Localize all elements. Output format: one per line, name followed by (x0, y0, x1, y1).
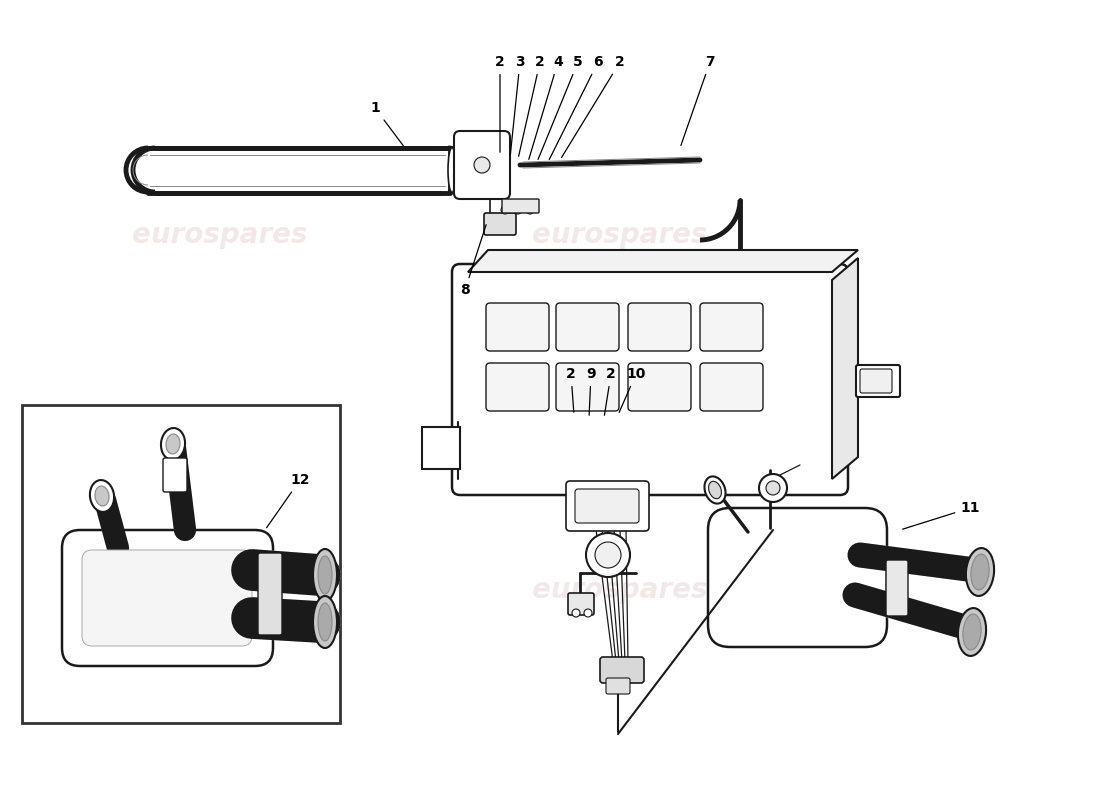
Ellipse shape (318, 556, 332, 594)
FancyBboxPatch shape (502, 199, 539, 213)
FancyBboxPatch shape (82, 550, 252, 646)
Text: 1: 1 (370, 101, 404, 146)
FancyBboxPatch shape (628, 303, 691, 351)
FancyBboxPatch shape (486, 303, 549, 351)
FancyBboxPatch shape (422, 427, 460, 469)
FancyBboxPatch shape (575, 489, 639, 523)
Polygon shape (832, 258, 858, 479)
Text: 2: 2 (495, 55, 505, 152)
Text: 11: 11 (903, 501, 980, 529)
Ellipse shape (958, 608, 986, 656)
FancyBboxPatch shape (886, 560, 907, 616)
FancyBboxPatch shape (62, 530, 273, 666)
FancyBboxPatch shape (163, 458, 187, 492)
Ellipse shape (708, 482, 722, 498)
Circle shape (759, 474, 786, 502)
Text: 8: 8 (460, 225, 486, 297)
Text: eurospares: eurospares (87, 576, 263, 604)
Ellipse shape (318, 603, 332, 641)
Circle shape (572, 609, 580, 617)
FancyBboxPatch shape (568, 593, 594, 615)
FancyBboxPatch shape (700, 303, 763, 351)
Text: eurospares: eurospares (132, 221, 308, 249)
Text: 12: 12 (266, 473, 310, 528)
FancyBboxPatch shape (486, 363, 549, 411)
Ellipse shape (90, 480, 114, 512)
Circle shape (474, 157, 490, 173)
Text: 7: 7 (681, 55, 715, 146)
Text: 2: 2 (561, 55, 625, 158)
FancyBboxPatch shape (452, 264, 848, 495)
Text: eurospares: eurospares (532, 221, 707, 249)
FancyBboxPatch shape (484, 213, 516, 235)
FancyBboxPatch shape (22, 405, 340, 723)
Ellipse shape (971, 554, 989, 590)
Polygon shape (468, 250, 858, 272)
Text: 2: 2 (518, 55, 544, 156)
Ellipse shape (166, 434, 180, 454)
Ellipse shape (161, 428, 185, 460)
Text: 3: 3 (510, 55, 525, 155)
FancyBboxPatch shape (454, 131, 510, 199)
Ellipse shape (95, 486, 109, 506)
FancyBboxPatch shape (708, 508, 887, 647)
Circle shape (526, 206, 534, 214)
Circle shape (766, 481, 780, 495)
FancyBboxPatch shape (556, 303, 619, 351)
Ellipse shape (314, 596, 337, 648)
Circle shape (500, 206, 509, 214)
Circle shape (584, 609, 592, 617)
Text: eurospares: eurospares (532, 576, 707, 604)
Ellipse shape (962, 614, 981, 650)
FancyBboxPatch shape (600, 657, 643, 683)
Text: 4: 4 (529, 55, 563, 159)
Ellipse shape (314, 549, 337, 601)
FancyBboxPatch shape (700, 363, 763, 411)
Text: 5: 5 (538, 55, 583, 159)
Text: 2: 2 (604, 367, 616, 415)
FancyBboxPatch shape (566, 481, 649, 531)
Circle shape (514, 206, 522, 214)
FancyBboxPatch shape (556, 363, 619, 411)
Ellipse shape (448, 147, 456, 193)
FancyBboxPatch shape (606, 678, 630, 694)
FancyBboxPatch shape (860, 369, 892, 393)
FancyBboxPatch shape (258, 553, 282, 635)
Text: 9: 9 (586, 367, 596, 415)
Text: 6: 6 (549, 55, 603, 159)
Circle shape (586, 533, 630, 577)
Ellipse shape (704, 477, 726, 503)
FancyBboxPatch shape (856, 365, 900, 397)
Text: 2: 2 (566, 367, 576, 412)
FancyBboxPatch shape (628, 363, 691, 411)
Circle shape (595, 542, 621, 568)
Ellipse shape (966, 548, 994, 596)
Text: 10: 10 (619, 367, 646, 413)
